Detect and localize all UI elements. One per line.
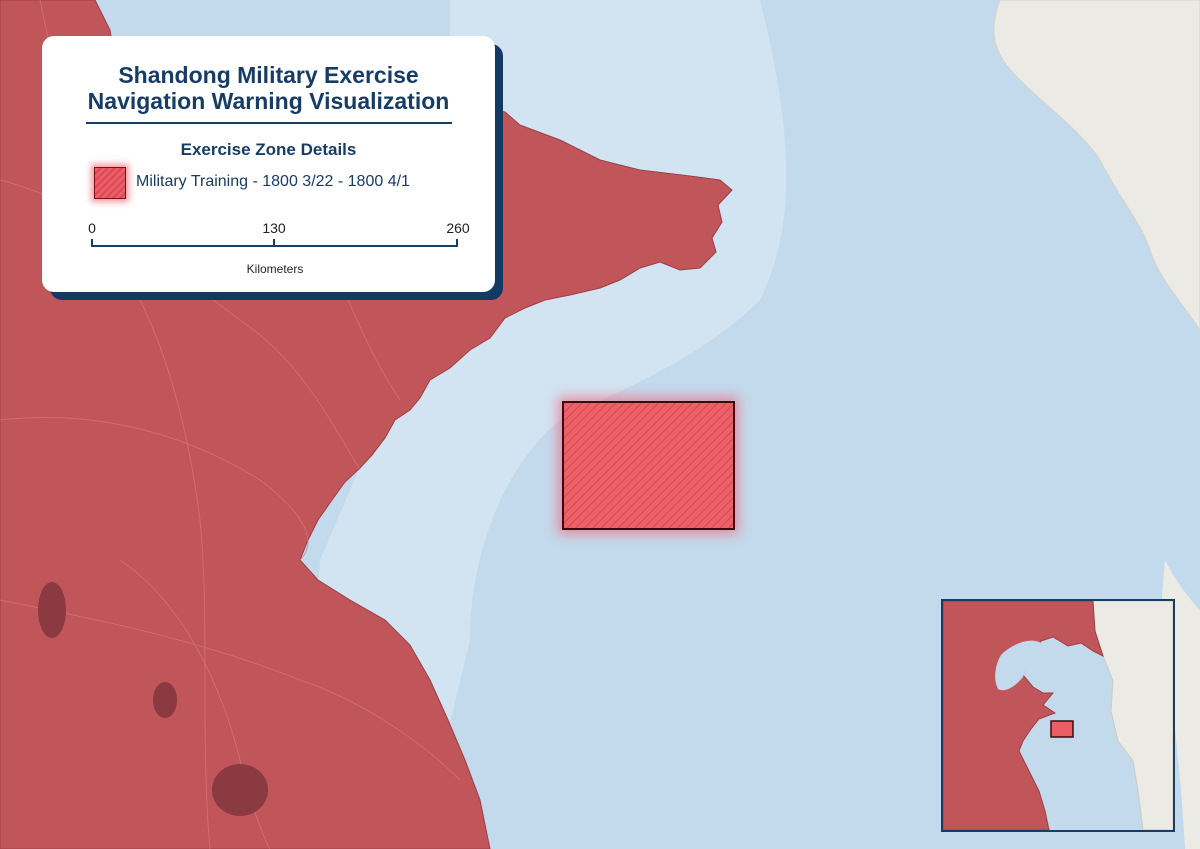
- inset-mainland-land: [943, 601, 1104, 830]
- lake: [212, 764, 268, 816]
- road-network: [0, 0, 461, 849]
- scale-tick: [273, 239, 275, 247]
- neighbor-land: [993, 0, 1200, 331]
- scale-bar: [92, 245, 458, 247]
- scale-tick-label-260: 260: [446, 220, 470, 236]
- scale-tick: [456, 239, 458, 247]
- inset-overview-map[interactable]: [941, 599, 1175, 832]
- exercise-zone[interactable]: [562, 401, 735, 530]
- inset-map-graphic: [943, 601, 1173, 830]
- scale-tick: [91, 239, 93, 247]
- legend-title-line-1: Shandong Military Exercise: [118, 62, 419, 88]
- lake: [153, 682, 177, 718]
- legend-divider: [86, 122, 452, 124]
- legend-title-line-2: Navigation Warning Visualization: [87, 88, 450, 114]
- legend-subtitle: Exercise Zone Details: [180, 140, 357, 159]
- inset-exercise-zone: [1050, 720, 1074, 738]
- inset-bohai-sea: [995, 640, 1041, 691]
- exercise-zone-label: Military Training - 1800 3/22 - 1800 4/1: [136, 173, 410, 190]
- lake: [38, 582, 66, 638]
- exercise-zone-swatch: [94, 167, 126, 199]
- scale-tick-label-130: 130: [262, 220, 286, 236]
- scale-tick-label-0: 0: [88, 220, 96, 236]
- scale-unit-label: Kilometers: [246, 262, 304, 276]
- legend-panel: Shandong Military Exercise Navigation Wa…: [42, 36, 495, 292]
